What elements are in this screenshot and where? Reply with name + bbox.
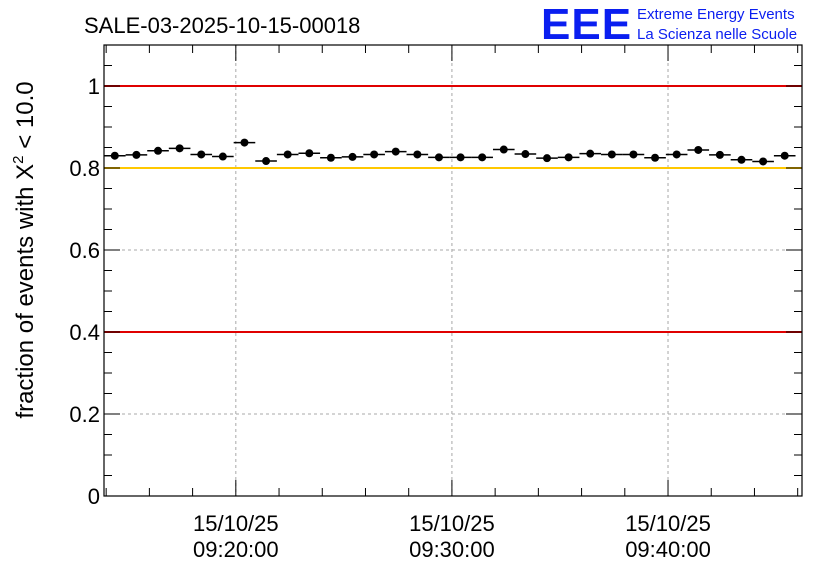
plot-border — [103, 44, 803, 497]
y-tick-label: 1 — [88, 74, 100, 99]
data-point — [564, 153, 573, 162]
eee-logo: EEE Extreme Energy Events La Scienza nel… — [541, 0, 797, 49]
data-point — [434, 153, 443, 162]
data-point — [672, 150, 681, 159]
data-point — [499, 145, 508, 154]
data-point — [305, 149, 314, 158]
y-tick-label: 0.2 — [69, 402, 100, 427]
data-point — [607, 150, 616, 159]
y-tick-label: 0.6 — [69, 238, 100, 263]
axis-labels: 00.20.40.60.8115/10/2509:20:0015/10/2509… — [69, 74, 710, 562]
y-axis-label: fraction of events with X2 < 10.0 — [10, 81, 39, 418]
y-axis-label-prefix: fraction of events with — [12, 180, 39, 419]
data-point — [154, 146, 163, 155]
data-point — [110, 151, 119, 160]
data-point — [521, 150, 530, 159]
data-point — [348, 152, 357, 161]
x-tick-label-date: 15/10/25 — [409, 511, 495, 536]
logo-line-1: Extreme Energy Events — [637, 6, 795, 23]
data-point — [240, 138, 249, 147]
eee-logo-mark: EEE — [541, 0, 632, 49]
x-tick-label-time: 09:20:00 — [193, 537, 279, 562]
data-point — [262, 157, 271, 166]
axis-ticks — [104, 44, 802, 497]
data-point — [715, 150, 724, 159]
data-point — [478, 153, 487, 162]
x-tick-label-date: 15/10/25 — [193, 511, 279, 536]
data-point — [326, 153, 335, 162]
logo-line-2: La Scienza nelle Scuole — [637, 26, 797, 43]
data-point — [651, 153, 660, 162]
y-axis-label-symbol: X — [12, 164, 39, 180]
data-point — [197, 150, 206, 159]
grid-lines — [104, 45, 802, 496]
x-tick-label-time: 09:40:00 — [625, 537, 711, 562]
y-tick-label: 0.8 — [69, 156, 100, 181]
reference-lines — [104, 85, 802, 333]
data-point — [218, 152, 227, 161]
data-point — [694, 145, 703, 154]
chart-title: SALE-03-2025-10-15-00018 — [84, 13, 360, 38]
x-tick-label-date: 15/10/25 — [625, 511, 711, 536]
y-tick-label: 0 — [88, 484, 100, 509]
data-point — [543, 154, 552, 163]
data-point — [456, 153, 465, 162]
y-axis-label-suffix: < 10.0 — [12, 81, 39, 155]
data-point — [175, 144, 184, 153]
y-axis-label-superscript: 2 — [10, 155, 27, 163]
data-point — [132, 150, 141, 159]
data-point — [629, 150, 638, 159]
data-point — [413, 150, 422, 159]
data-point — [737, 155, 746, 164]
data-point — [391, 147, 400, 156]
x-tick-label-time: 09:30:00 — [409, 537, 495, 562]
data-point — [780, 151, 789, 160]
data-point — [586, 149, 595, 158]
data-point — [759, 157, 768, 166]
data-series — [104, 138, 796, 166]
plot-frame — [103, 44, 803, 497]
data-point — [370, 150, 379, 159]
y-tick-label: 0.4 — [69, 320, 100, 345]
data-point — [283, 150, 292, 159]
